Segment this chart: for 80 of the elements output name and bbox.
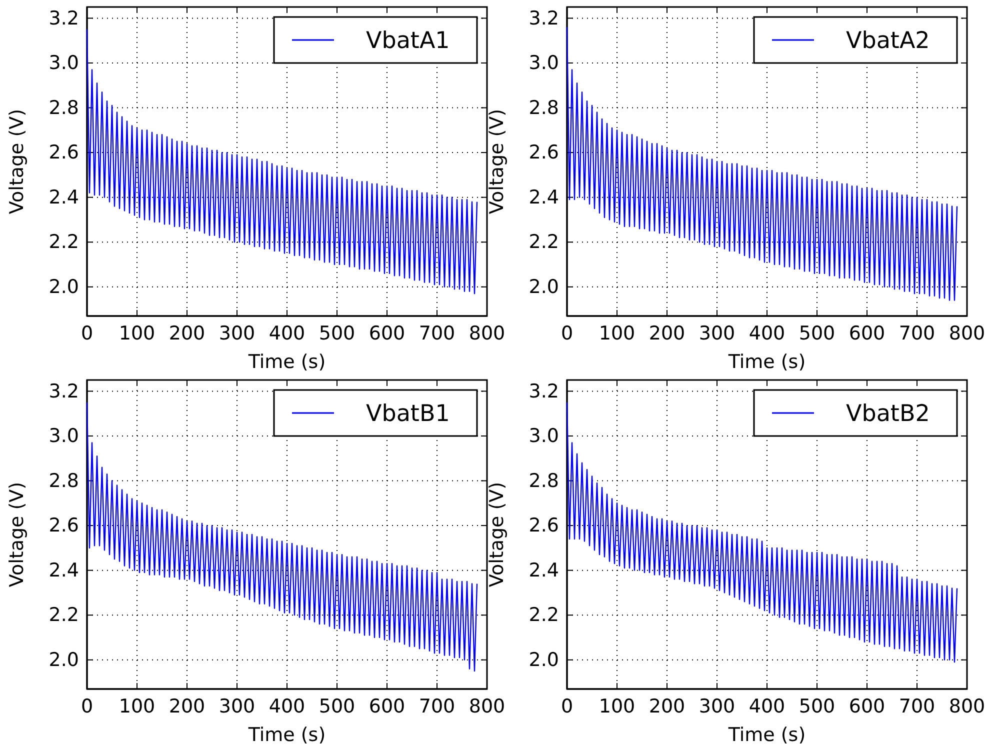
- x-tick-label: 600: [368, 322, 406, 344]
- y-axis-title: Voltage (V): [486, 482, 508, 588]
- y-axis-title: Voltage (V): [486, 108, 508, 214]
- y-tick-label: 2.6: [48, 142, 79, 164]
- x-tick-label: 300: [218, 695, 256, 718]
- x-tick-label: 600: [848, 322, 886, 344]
- x-tick-label: 300: [218, 322, 256, 344]
- x-tick-label: 400: [268, 322, 306, 344]
- x-tick-label: 800: [468, 322, 506, 344]
- x-tick-label: 100: [118, 322, 156, 344]
- x-tick-label: 300: [698, 695, 736, 718]
- x-tick-label: 400: [748, 695, 786, 718]
- x-tick-label: 500: [318, 322, 356, 344]
- line-series: [566, 402, 958, 663]
- x-tick-label: 200: [648, 695, 686, 718]
- x-tick-label: 200: [168, 322, 206, 344]
- x-tick-label: 600: [368, 695, 406, 718]
- line-series: [86, 402, 478, 672]
- y-tick-label: 2.8: [48, 470, 79, 492]
- y-tick-label: 2.8: [48, 96, 79, 119]
- y-tick-label: 2.0: [48, 648, 79, 671]
- y-axis-title: Voltage (V): [6, 482, 28, 588]
- legend-label: VbatB2: [846, 401, 930, 427]
- x-axis-title: Time (s): [247, 724, 326, 746]
- y-tick-label: 2.0: [48, 276, 79, 298]
- y-tick-label: 2.4: [48, 559, 79, 582]
- x-tick-label: 500: [798, 322, 836, 344]
- legend-label: VbatA1: [366, 28, 450, 54]
- legend-label: VbatB1: [366, 401, 450, 427]
- x-tick-label: 600: [848, 695, 886, 718]
- x-tick-label: 100: [598, 322, 636, 344]
- y-tick-label: 2.4: [528, 559, 559, 582]
- y-tick-label: 2.8: [528, 96, 559, 119]
- y-tick-label: 3.2: [528, 7, 559, 30]
- x-tick-label: 500: [318, 695, 356, 718]
- x-tick-label: 700: [418, 322, 456, 344]
- x-tick-label: 300: [698, 322, 736, 344]
- y-tick-label: 3.0: [528, 52, 559, 74]
- x-tick-label: 700: [418, 695, 456, 718]
- x-tick-label: 800: [948, 695, 986, 718]
- y-tick-label: 2.2: [48, 604, 79, 626]
- y-tick-label: 3.0: [528, 425, 559, 448]
- x-tick-label: 0: [80, 695, 94, 718]
- x-tick-label: 0: [80, 322, 94, 344]
- y-tick-label: 3.0: [48, 425, 79, 448]
- x-tick-label: 800: [948, 322, 986, 344]
- y-tick-label: 2.2: [528, 604, 559, 626]
- x-tick-label: 800: [468, 695, 506, 718]
- y-tick-label: 2.0: [528, 648, 559, 671]
- legend-label: VbatA2: [846, 28, 930, 54]
- y-tick-label: 2.2: [528, 231, 559, 254]
- line-series: [566, 26, 958, 301]
- y-tick-label: 2.8: [528, 470, 559, 492]
- x-tick-label: 100: [598, 695, 636, 718]
- y-tick-label: 3.2: [528, 380, 559, 402]
- y-tick-label: 2.6: [528, 142, 559, 164]
- x-tick-label: 100: [118, 695, 156, 718]
- line-series: [86, 28, 478, 294]
- x-tick-label: 700: [898, 322, 936, 344]
- y-tick-label: 2.6: [528, 514, 559, 537]
- y-tick-label: 3.0: [48, 52, 79, 74]
- y-tick-label: 2.4: [528, 186, 559, 208]
- x-tick-label: 400: [268, 695, 306, 718]
- x-tick-label: 500: [798, 695, 836, 718]
- x-axis-title: Time (s): [727, 724, 806, 746]
- y-tick-label: 2.0: [528, 276, 559, 298]
- x-tick-label: 400: [748, 322, 786, 344]
- x-tick-label: 700: [898, 695, 936, 718]
- x-axis-title: Time (s): [727, 351, 806, 373]
- y-axis-title: Voltage (V): [6, 108, 28, 214]
- x-tick-label: 0: [560, 695, 574, 718]
- y-tick-label: 3.2: [48, 380, 79, 402]
- y-tick-label: 2.6: [48, 514, 79, 537]
- y-tick-label: 2.4: [48, 186, 79, 208]
- x-tick-label: 200: [168, 695, 206, 718]
- x-tick-label: 0: [560, 322, 574, 344]
- x-tick-label: 200: [648, 322, 686, 344]
- y-tick-label: 2.2: [48, 231, 79, 254]
- y-tick-label: 3.2: [48, 7, 79, 30]
- x-axis-title: Time (s): [247, 351, 326, 373]
